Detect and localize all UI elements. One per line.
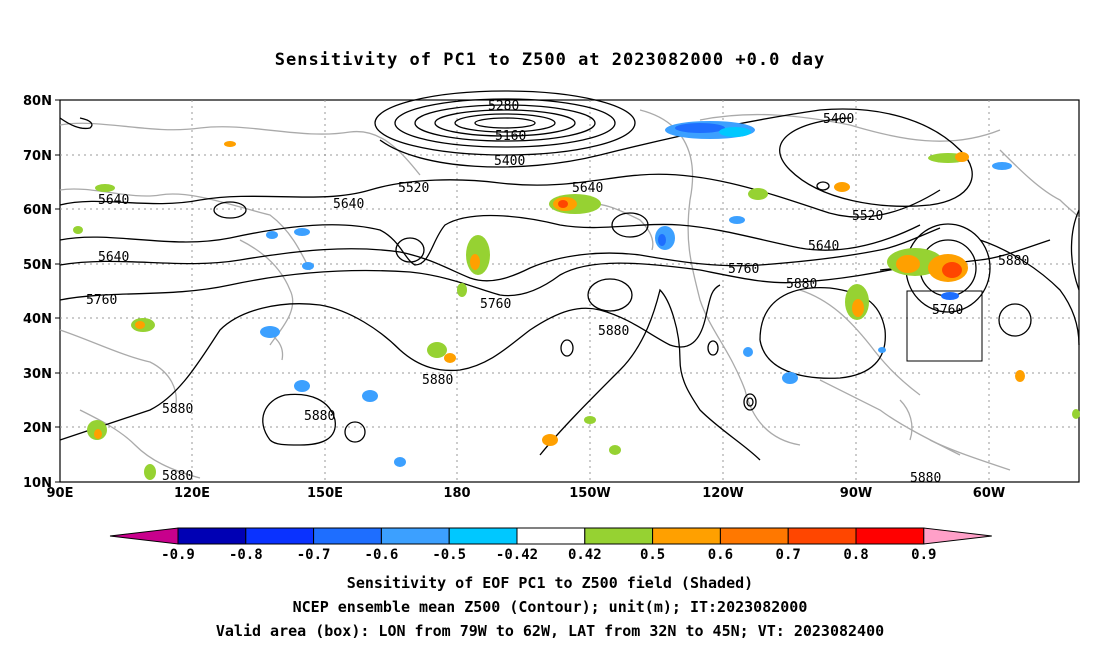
colorbar-high-extend — [923, 527, 992, 545]
colorbar-tick-label: -0.8 — [229, 547, 263, 563]
colorbar-tick-label: -0.5 — [432, 547, 466, 563]
colorbar-segment — [245, 527, 315, 545]
colorbar-tick-label: -0.7 — [297, 547, 331, 563]
colorbar-segment — [380, 527, 450, 545]
caption-line-2: NCEP ensemble mean Z500 (Contour); unit(… — [292, 598, 808, 616]
colorbar-segment — [855, 527, 925, 545]
contour-label: 5880 — [422, 373, 453, 388]
colorbar-tick-label: 0.42 — [568, 547, 602, 563]
colorbar-segment — [177, 527, 247, 545]
contour-label: 5400 — [494, 154, 525, 169]
contour-label: 5760 — [728, 262, 759, 277]
lon-label: 60W — [973, 486, 1005, 501]
lon-label: 90W — [840, 486, 872, 501]
colorbar-tick-label: -0.42 — [496, 547, 538, 563]
lat-label: 80N — [23, 94, 52, 109]
contour-label: 5880 — [304, 409, 335, 424]
gridlines — [60, 100, 1079, 482]
caption-line-3: Valid area (box): LON from 79W to 62W, L… — [215, 622, 885, 640]
colorbar-tick-label: 0.8 — [843, 547, 868, 563]
contour-label: 5400 — [823, 112, 854, 127]
colorbar-tick-label: 0.6 — [708, 547, 733, 563]
contour-label: 5760 — [86, 293, 117, 308]
contour-label: 5880 — [910, 471, 941, 486]
contour-labels: 5280 5160 5400 5520 5640 5400 5640 5640 … — [86, 99, 1029, 486]
map-title: Sensitivity of PC1 to Z500 at 2023082000… — [274, 50, 826, 70]
lat-label: 70N — [23, 149, 52, 164]
lat-label: 40N — [23, 312, 52, 327]
sensitivity-patches — [73, 121, 1080, 480]
colorbar-segment — [719, 527, 789, 545]
contour-label: 5880 — [598, 324, 629, 339]
lon-label: 150W — [569, 486, 610, 501]
lat-labels: 80N 70N 60N 50N 40N 30N 20N 10N — [23, 94, 52, 491]
contour-label: 5640 — [333, 197, 364, 212]
contour-label: 5760 — [480, 297, 511, 312]
contour-label: 5880 — [998, 254, 1029, 269]
colorbar-segment — [448, 527, 518, 545]
colorbar-tick-label: 0.7 — [776, 547, 801, 563]
z500-contours — [59, 90, 1080, 461]
contour-label: 5880 — [162, 402, 193, 417]
lat-label: 20N — [23, 421, 52, 436]
colorbar-segment — [516, 527, 586, 545]
colorbar-segment — [313, 527, 382, 545]
contour-label: 5880 — [786, 277, 817, 292]
colorbar-tick-label: 0.9 — [911, 547, 936, 563]
caption-line-1: Sensitivity of EOF PC1 to Z500 field (Sh… — [346, 574, 754, 592]
lon-label: 120E — [174, 486, 210, 501]
contour-label: 5640 — [572, 181, 603, 196]
lat-label: 60N — [23, 203, 52, 218]
contour-label: 5280 — [488, 99, 519, 114]
valid-area-box — [906, 290, 983, 362]
colorbar-segment — [584, 527, 654, 545]
colorbar-low-extend — [109, 527, 179, 545]
contour-label: 5640 — [808, 239, 839, 254]
lon-labels: 90E 120E 150E 180 150W 120W 90W 60W — [47, 486, 1006, 501]
colorbar: -0.9 -0.8 -0.7 -0.6 -0.5 -0.42 0.42 0.5 0.6 0.7 0.… — [109, 527, 992, 563]
lat-label: 50N — [23, 258, 52, 273]
colorbar-tick-label: -0.9 — [161, 547, 195, 563]
lon-label: 120W — [702, 486, 743, 501]
contour-label: 5520 — [398, 181, 429, 196]
contour-label: 5160 — [495, 129, 526, 144]
lat-label: 10N — [23, 476, 52, 491]
contour-label: 5880 — [162, 469, 193, 484]
lat-label: 30N — [23, 367, 52, 382]
colorbar-segment — [652, 527, 721, 545]
contour-label: 5640 — [98, 250, 129, 265]
contour-label: 5760 — [932, 303, 963, 318]
colorbar-tick-label: -0.6 — [365, 547, 399, 563]
colorbar-segment — [787, 527, 857, 545]
lon-label: 90E — [47, 486, 74, 501]
contour-label: 5640 — [98, 193, 129, 208]
contour-label: 5520 — [852, 209, 883, 224]
lon-label: 180 — [443, 486, 470, 501]
lon-label: 150E — [307, 486, 343, 501]
colorbar-tick-label: 0.5 — [640, 547, 665, 563]
